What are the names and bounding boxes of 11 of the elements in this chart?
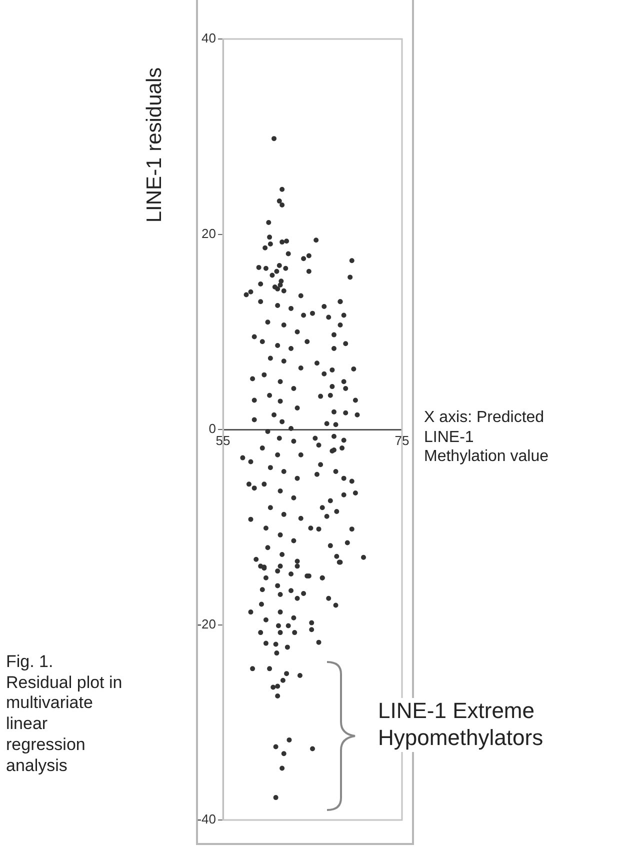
y-tick-label: 20 <box>202 226 216 241</box>
y-tick-label: 40 <box>202 30 216 46</box>
y-axis-title: LINE-1 residuals <box>143 67 167 223</box>
text: X axis: Predicted LINE-1 Methylation value <box>424 408 550 467</box>
x-tick-label: 55 <box>216 432 230 448</box>
y-tick-label: -20 <box>197 616 216 632</box>
x-tick-label: 75 <box>394 432 410 448</box>
y-tick-label: 0 <box>208 421 216 436</box>
y-tick-label: -40 <box>197 812 216 827</box>
caption: Fig. 1. Residual plot in multivariate linear regression analysis <box>6 652 124 776</box>
annotation: LINE-1 Extreme Hypomethylators <box>378 698 598 752</box>
